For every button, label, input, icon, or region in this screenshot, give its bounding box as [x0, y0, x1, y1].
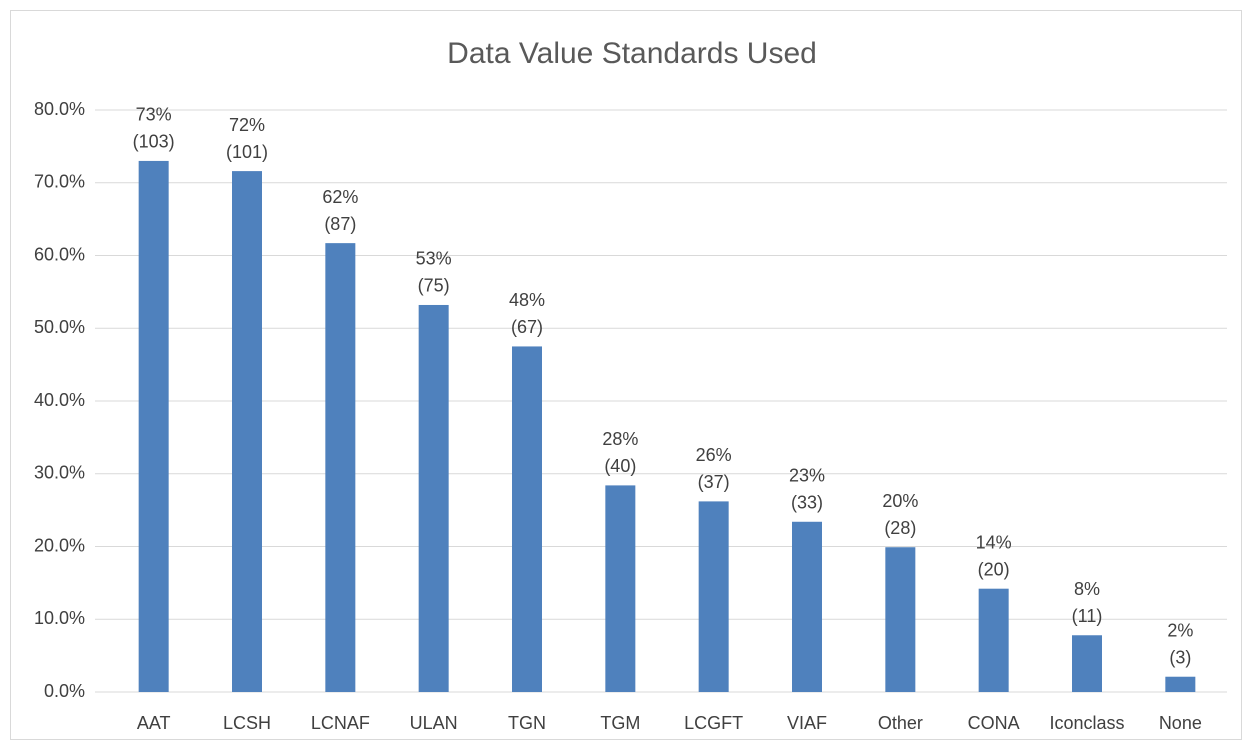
count-label: (11): [1072, 606, 1103, 626]
y-tick-label: 60.0%: [34, 244, 85, 264]
value-label: 23%: [789, 466, 825, 486]
bar: [138, 160, 169, 693]
count-label: (103): [133, 132, 175, 152]
count-label: (20): [978, 559, 1010, 579]
x-tick-label: None: [1159, 713, 1202, 733]
value-label: 48%: [509, 290, 545, 310]
x-tick-label: Other: [878, 713, 923, 733]
y-tick-label: 50.0%: [34, 317, 85, 337]
x-tick-label: AAT: [137, 713, 171, 733]
x-tick-label: CONA: [968, 713, 1020, 733]
y-tick-label: 10.0%: [34, 608, 85, 628]
x-tick-label: TGN: [508, 713, 546, 733]
chart-title: Data Value Standards Used: [447, 37, 817, 70]
x-tick-label: VIAF: [787, 713, 827, 733]
y-tick-label: 80.0%: [34, 99, 85, 119]
y-tick-label: 30.0%: [34, 463, 85, 483]
value-label: 73%: [136, 105, 172, 125]
x-tick-label: Iconclass: [1049, 713, 1124, 733]
x-tick-label: TGM: [600, 713, 640, 733]
count-label: (37): [698, 472, 730, 492]
bar: [978, 588, 1009, 692]
value-label: 62%: [322, 187, 358, 207]
bar: [325, 243, 356, 692]
value-label: 14%: [976, 532, 1012, 552]
value-label: 26%: [696, 445, 732, 465]
x-tick-label: ULAN: [410, 713, 458, 733]
count-label: (101): [226, 142, 268, 162]
y-tick-label: 0.0%: [44, 681, 85, 701]
count-label: (28): [884, 518, 916, 538]
y-tick-label: 70.0%: [34, 172, 85, 192]
bar: [792, 521, 822, 692]
value-label: 20%: [882, 491, 918, 511]
count-label: (87): [324, 214, 356, 234]
value-label: 8%: [1074, 579, 1100, 599]
value-label: 53%: [416, 249, 452, 269]
x-tick-label: LCSH: [223, 713, 271, 733]
bar: [512, 346, 542, 692]
count-label: (75): [418, 276, 450, 296]
bar: [232, 171, 262, 693]
count-label: (3): [1169, 647, 1191, 667]
value-label: 28%: [602, 429, 638, 449]
bar: [418, 304, 449, 692]
bar: [885, 547, 916, 692]
value-label: 72%: [229, 115, 265, 135]
value-label: 2%: [1167, 620, 1193, 640]
count-label: (40): [604, 456, 636, 476]
count-label: (33): [791, 493, 823, 513]
bar: [698, 501, 729, 692]
bar: [605, 485, 636, 692]
x-tick-label: LCNAF: [311, 713, 370, 733]
y-tick-label: 40.0%: [34, 390, 85, 410]
count-label: (67): [511, 317, 543, 337]
x-tick-label: LCGFT: [684, 713, 743, 733]
bar: [1072, 635, 1102, 692]
y-tick-label: 20.0%: [34, 535, 85, 555]
bar: [1165, 676, 1196, 692]
